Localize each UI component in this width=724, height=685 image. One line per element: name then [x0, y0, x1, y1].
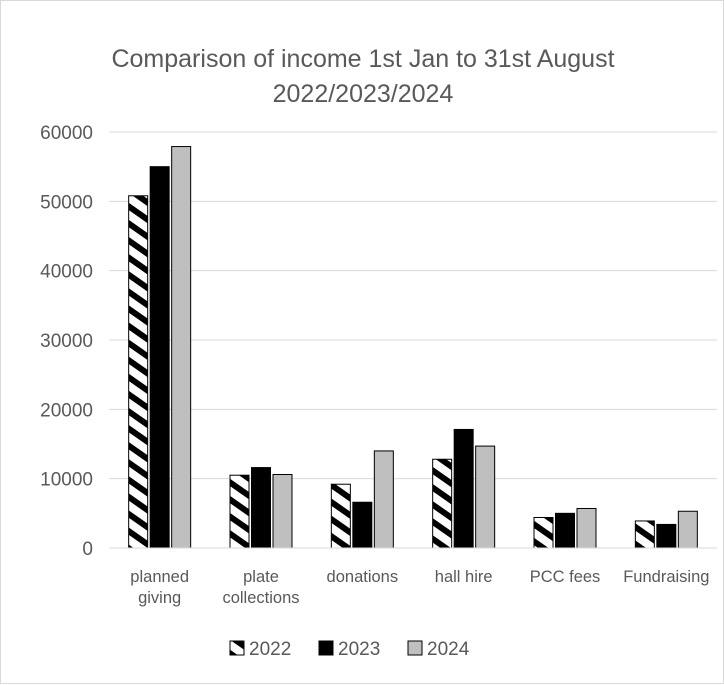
chart-title-line: 2022/2023/2024 — [273, 80, 454, 108]
chart-title: Comparison of income 1st Jan to 31st Aug… — [111, 45, 614, 108]
legend-label-2022: 2022 — [249, 639, 291, 660]
legend-label-2023: 2023 — [338, 639, 380, 660]
y-tick-label: 0 — [82, 539, 93, 560]
x-tick-label: collections — [222, 589, 299, 607]
x-tick-label: planned — [130, 568, 189, 586]
bar-2024 — [576, 507, 597, 549]
x-tick-label: giving — [138, 589, 181, 607]
bars — [128, 146, 698, 549]
bar-2023 — [149, 166, 170, 549]
legend-swatch-2023 — [318, 640, 334, 656]
chart-title-line: Comparison of income 1st Jan to 31st Aug… — [111, 45, 614, 73]
bar-2024 — [272, 474, 293, 549]
legend-label-2024: 2024 — [427, 639, 470, 660]
bar-2023 — [251, 467, 271, 549]
y-tick-label: 60000 — [40, 123, 93, 144]
y-tick-label: 50000 — [40, 192, 93, 213]
bar-2024 — [171, 146, 192, 549]
bar-2022 — [533, 516, 554, 549]
gridlines — [109, 131, 717, 480]
legend: 2022 2023 2024 — [229, 639, 470, 660]
bar-2022 — [432, 458, 453, 549]
bar-2024 — [373, 450, 394, 549]
x-tick-label: Fundraising — [623, 568, 709, 586]
y-tick-label: 30000 — [40, 331, 93, 352]
x-axis-labels: planned giving plate collections donations ha… — [130, 568, 709, 607]
bar-2024 — [677, 510, 698, 549]
x-tick-label: donations — [327, 568, 399, 586]
bar-2022 — [634, 520, 655, 549]
bar-2022 — [128, 195, 149, 549]
y-tick-label: 40000 — [40, 262, 93, 283]
legend-swatch-2022 — [229, 640, 245, 656]
y-tick-label: 10000 — [40, 470, 93, 491]
x-tick-label: hall hire — [435, 568, 493, 586]
bar-2022 — [330, 483, 351, 549]
bar-2023 — [656, 523, 677, 549]
bar-2024 — [475, 445, 496, 549]
bar-2022 — [229, 474, 250, 549]
x-tick-label: plate — [243, 568, 279, 586]
bar-2023 — [352, 501, 373, 549]
legend-swatch-2024 — [407, 640, 423, 656]
y-tick-label: 20000 — [40, 400, 93, 421]
x-tick-label: PCC fees — [530, 568, 601, 586]
bar-2023 — [555, 512, 575, 549]
bar-2023 — [453, 428, 474, 549]
y-axis-ticks: 0 10000 20000 30000 40000 50000 60000 — [40, 123, 93, 560]
